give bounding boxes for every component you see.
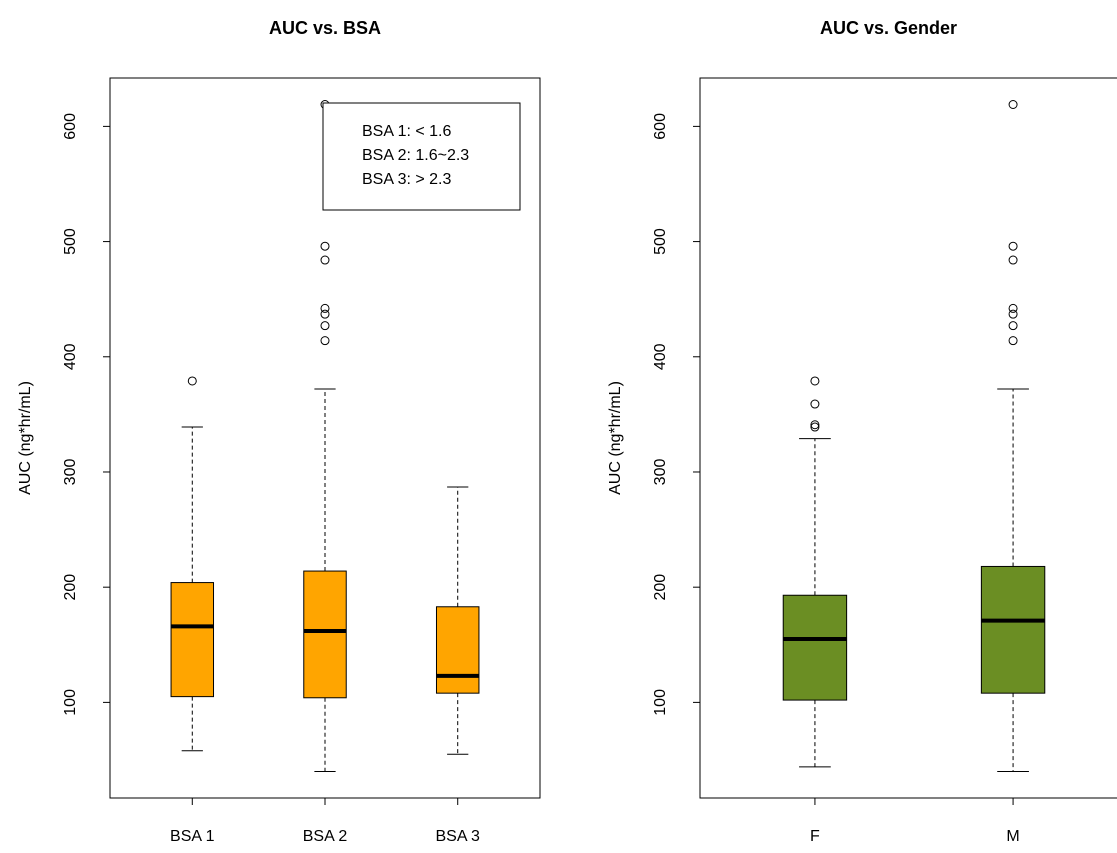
- outlier: [810, 399, 820, 409]
- y-tick-label: 600: [652, 113, 669, 140]
- outlier: [1008, 241, 1018, 251]
- y-axis-label: AUC (ng*hr/mL): [17, 381, 34, 495]
- y-tick-label: 100: [62, 689, 79, 716]
- outlier: [320, 241, 330, 251]
- outlier: [320, 336, 330, 346]
- y-tick-label: 200: [652, 574, 669, 601]
- outlier: [320, 309, 330, 319]
- legend-text: BSA 2: 1.6~2.3: [362, 147, 469, 164]
- y-tick-label: 300: [652, 459, 669, 486]
- outlier: [1008, 303, 1018, 313]
- outlier: [320, 321, 330, 331]
- box: [303, 570, 347, 699]
- outlier: [1008, 321, 1018, 331]
- x-tick-label: BSA 3: [435, 828, 480, 845]
- y-tick-label: 500: [652, 228, 669, 255]
- outlier: [810, 422, 820, 432]
- outlier: [1008, 336, 1018, 346]
- box: [170, 582, 215, 698]
- outlier: [187, 376, 197, 386]
- outlier: [320, 303, 330, 313]
- y-axis-label: AUC (ng*hr/mL): [607, 381, 624, 495]
- y-tick-label: 300: [62, 459, 79, 486]
- y-tick-label: 100: [652, 689, 669, 716]
- outlier: [1008, 99, 1018, 109]
- x-tick-label: M: [1006, 828, 1019, 845]
- outlier: [320, 255, 330, 265]
- legend-text: BSA 3: > 2.3: [362, 171, 452, 188]
- y-tick-label: 400: [62, 343, 79, 370]
- outlier: [1008, 309, 1018, 319]
- legend-text: BSA 1: < 1.6: [362, 123, 452, 140]
- outlier: [810, 420, 820, 430]
- x-tick-label: F: [810, 828, 820, 845]
- y-tick-label: 200: [62, 574, 79, 601]
- x-tick-label: BSA 2: [303, 828, 348, 845]
- box: [980, 565, 1046, 694]
- legend-box: [322, 102, 521, 211]
- plot-frame: [699, 77, 1117, 799]
- y-tick-label: 400: [652, 343, 669, 370]
- y-tick-label: 600: [62, 113, 79, 140]
- x-tick-label: BSA 1: [170, 828, 215, 845]
- outlier: [810, 376, 820, 386]
- chart-title: AUC vs. BSA: [269, 18, 381, 38]
- chart-title: AUC vs. Gender: [820, 18, 957, 38]
- box: [782, 594, 848, 701]
- box: [435, 606, 480, 694]
- y-tick-label: 500: [62, 228, 79, 255]
- outlier: [1008, 255, 1018, 265]
